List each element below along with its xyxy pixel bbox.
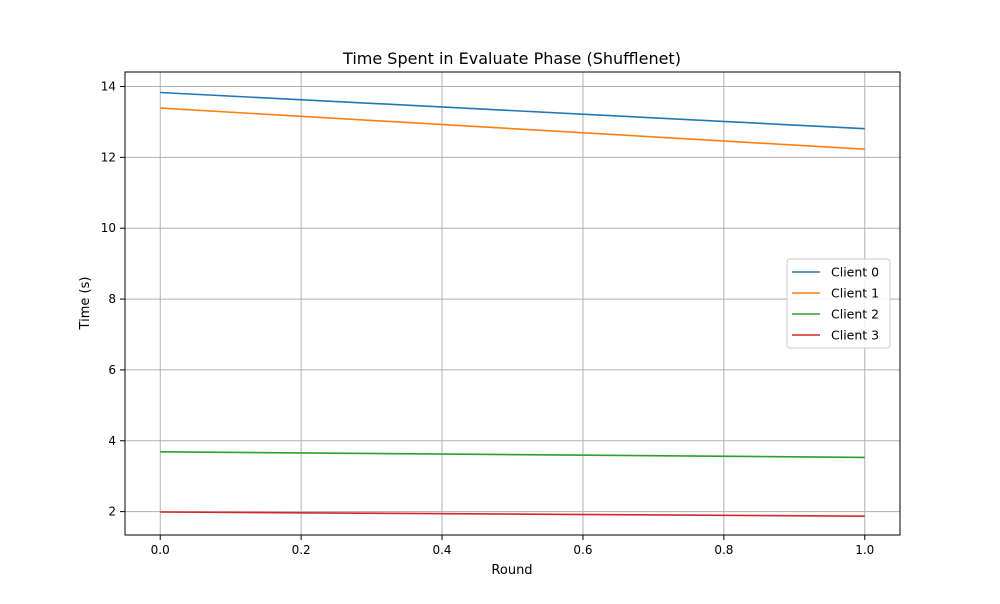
x-tick-label: 0.8 bbox=[714, 543, 733, 557]
y-tick-label: 2 bbox=[108, 505, 116, 519]
x-axis-ticks: 0.0 0.2 0.4 0.6 0.8 1.0 bbox=[151, 535, 874, 557]
series-line-client-3 bbox=[160, 511, 865, 517]
legend-label: Client 1 bbox=[831, 286, 879, 301]
x-tick-label: 1.0 bbox=[855, 543, 874, 557]
y-axis-label: Time (s) bbox=[78, 277, 93, 331]
plot-frame bbox=[124, 71, 901, 536]
x-tick-label: 0.2 bbox=[292, 543, 311, 557]
y-axis-ticks: 2 4 6 8 10 12 14 bbox=[101, 80, 125, 519]
legend: Client 0 Client 1 Client 2 Client 3 bbox=[786, 258, 891, 349]
y-tick-label: 4 bbox=[108, 434, 116, 448]
legend-label: Client 2 bbox=[831, 307, 879, 322]
x-tick-label: 0.4 bbox=[432, 543, 451, 557]
legend-label: Client 3 bbox=[831, 328, 879, 343]
grid-lines bbox=[125, 72, 900, 535]
y-tick-label: 14 bbox=[101, 80, 116, 94]
x-tick-label: 0.6 bbox=[573, 543, 592, 557]
y-tick-label: 12 bbox=[101, 150, 116, 164]
series-line-client-2 bbox=[160, 451, 865, 459]
series-lines bbox=[160, 91, 865, 517]
series-line-client-1 bbox=[160, 107, 865, 150]
chart-title: Time Spent in Evaluate Phase (Shufflenet… bbox=[342, 49, 681, 68]
y-tick-label: 8 bbox=[108, 292, 116, 306]
y-tick-label: 6 bbox=[108, 363, 116, 377]
series-line-client-0 bbox=[160, 91, 865, 130]
y-tick-label: 10 bbox=[101, 221, 116, 235]
x-axis-label: Round bbox=[491, 563, 532, 578]
legend-label: Client 0 bbox=[831, 265, 879, 280]
x-tick-label: 0.0 bbox=[151, 543, 170, 557]
legend-box bbox=[786, 258, 891, 349]
